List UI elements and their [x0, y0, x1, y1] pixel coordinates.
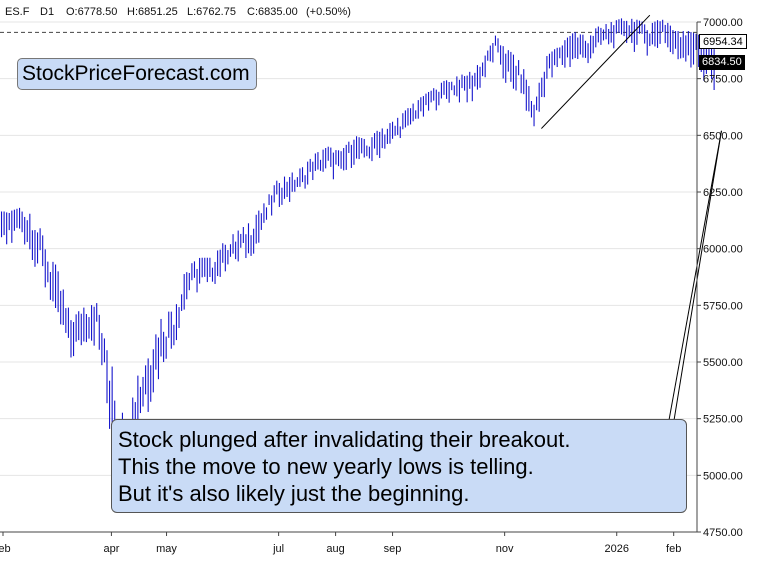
trendline-layer — [541, 14, 722, 476]
annotation-line-1: Stock plunged after invalidating their b… — [118, 427, 571, 452]
annotation-line-2: This the move to new yearly lows is tell… — [118, 454, 534, 479]
y-tick-label: 5750.00 — [703, 300, 743, 312]
x-tick-label: apr — [103, 543, 119, 555]
x-tick-label: jul — [272, 543, 284, 555]
x-tick-label: sep — [384, 543, 402, 555]
reference-price-tag: 6954.34 — [699, 34, 747, 49]
y-tick-label: 6250.00 — [703, 187, 743, 199]
header-symbol: ES.F — [5, 6, 30, 18]
y-tick-label: 5000.00 — [703, 470, 743, 482]
price-axis: 4750.00 5000.00 5250.00 5500.00 5750.00 6000.… — [697, 17, 743, 539]
last-price-value: 6834.50 — [702, 56, 742, 68]
header-change: (+0.50%) — [306, 6, 351, 18]
x-tick-label: may — [156, 543, 177, 555]
y-tick-label: 4750.00 — [703, 527, 743, 539]
site-watermark-text: StockPriceForecast.com — [22, 62, 250, 85]
callout-pointer — [664, 130, 722, 476]
header-high: H:6851.25 — [127, 6, 178, 18]
annotation-line-3: But it's also likely just the beginning. — [118, 481, 470, 506]
x-tick-label: 2026 — [604, 543, 628, 555]
y-tick-label: 5250.00 — [703, 414, 743, 426]
chart-header: ES.F D1 O:6778.50 H:6851.25 L:6762.75 C:… — [5, 6, 351, 18]
x-tick-label: aug — [326, 543, 344, 555]
header-low: L:6762.75 — [187, 6, 236, 18]
time-axis: febaprmayjulaugsepnov2026febaprmayjun — [0, 532, 681, 555]
y-tick-label: 6000.00 — [703, 244, 743, 256]
y-tick-label: 6500.00 — [703, 130, 743, 142]
y-tick-label: 7000.00 — [703, 17, 743, 29]
trendline — [541, 14, 651, 129]
header-timeframe: D1 — [40, 6, 54, 18]
reference-price-value: 6954.34 — [703, 36, 743, 48]
y-tick-label: 5500.00 — [703, 357, 743, 369]
header-open: O:6778.50 — [66, 6, 117, 18]
header-close: C:6835.00 — [247, 6, 298, 18]
annotation-box: Stock plunged after invalidating their b… — [111, 419, 687, 513]
y-tick-label: 6750.00 — [703, 74, 743, 86]
x-tick-label: nov — [496, 543, 514, 555]
site-watermark: StockPriceForecast.com — [17, 58, 257, 90]
trendline — [658, 130, 722, 476]
x-tick-label: feb — [0, 543, 11, 555]
last-price-tag: 6834.50 — [699, 55, 745, 70]
x-tick-label: feb — [666, 543, 681, 555]
